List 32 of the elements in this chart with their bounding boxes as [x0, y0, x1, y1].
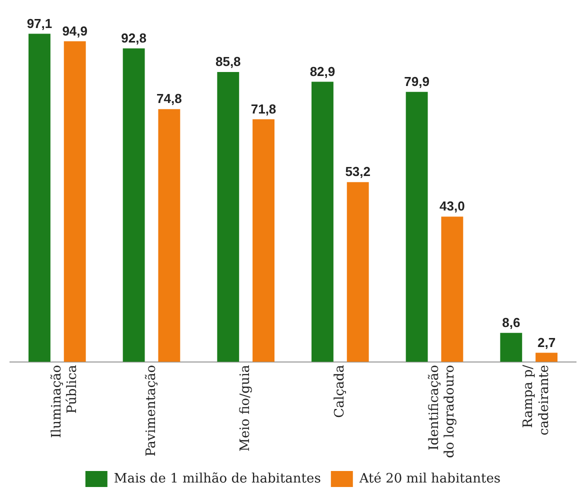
- x-tick-label: Meio fio/guia: [238, 364, 254, 452]
- x-tick-label: Calçada: [332, 364, 348, 418]
- bar: [217, 72, 240, 362]
- bar: [122, 48, 145, 362]
- bar: [252, 119, 274, 362]
- data-label: 79,9: [404, 74, 430, 89]
- data-label: 82,9: [310, 64, 336, 79]
- legend-label: Mais de 1 milhão de habitantes: [114, 471, 321, 486]
- data-label: 2,7: [537, 334, 556, 350]
- bar: [312, 82, 334, 362]
- data-label: 74,8: [156, 91, 182, 106]
- x-tick-label: Identificação do logradouro: [426, 364, 458, 458]
- bar: [158, 109, 180, 362]
- bar: [64, 41, 86, 362]
- data-label: 97,1: [26, 16, 52, 31]
- data-label: 53,2: [345, 164, 371, 180]
- data-label: 85,8: [215, 54, 241, 70]
- bar: [536, 352, 558, 362]
- x-tick-label: Pavimentação: [144, 364, 159, 457]
- bar: [346, 182, 369, 362]
- bar: [28, 34, 50, 362]
- data-label: 43,0: [440, 198, 465, 214]
- data-label: 92,8: [121, 30, 146, 46]
- data-label: 94,9: [62, 23, 88, 38]
- data-label: 8,6: [502, 314, 520, 330]
- legend-label: Até 20 mil habitantes: [358, 471, 501, 486]
- bar: [441, 216, 464, 362]
- x-tick-label: Iluminação Pública: [50, 364, 80, 438]
- bar: [406, 92, 428, 362]
- data-label: 71,8: [250, 101, 276, 116]
- bar: [500, 332, 522, 362]
- x-tick-label: Rampa p/ cadeirante: [521, 364, 552, 436]
